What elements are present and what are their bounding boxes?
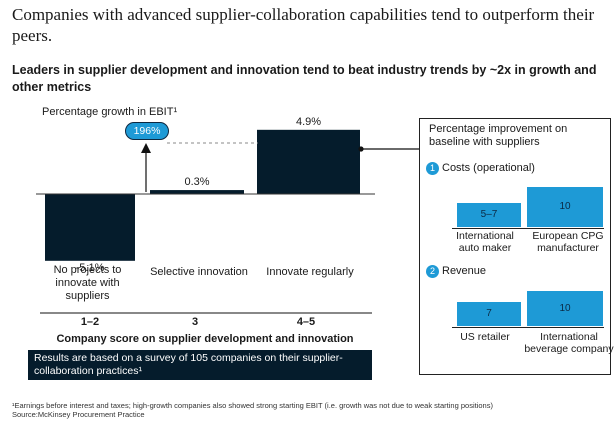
- improvement-panel: [419, 118, 611, 375]
- category-label-no-projects: No projects to innovate with suppliers: [53, 264, 122, 302]
- revenue-bar-label-2: 10: [559, 303, 571, 314]
- score-1-2: 1–2: [80, 316, 100, 328]
- revenue-bar-label-1: 7: [486, 307, 492, 319]
- subtitle: Leaders in supplier development and inno…: [12, 63, 597, 94]
- value-label-selective: 0.3%: [184, 176, 210, 189]
- score-3: 3: [191, 316, 199, 328]
- costs-baseline: [452, 228, 604, 229]
- section-2-number: 2: [426, 265, 439, 278]
- revenue-baseline: [452, 327, 604, 328]
- y-axis-label: Percentage growth in EBIT¹: [42, 106, 178, 118]
- score-4-5: 4–5: [296, 316, 316, 328]
- footnote-block: ¹Earnings before interest and taxes; hig…: [12, 401, 612, 419]
- bar-no-projects: [45, 194, 135, 261]
- revenue-cat-beverage: International beverage company: [524, 331, 614, 355]
- source: Source:McKinsey Procurement Practice: [12, 410, 145, 419]
- category-label-regular: Innovate regularly: [266, 266, 354, 278]
- callout-dot: [358, 146, 364, 152]
- revenue-bar-2: 10: [527, 291, 603, 326]
- costs-bar-1: 5–7: [457, 203, 521, 227]
- value-label-regular: 4.9%: [295, 115, 322, 128]
- x-axis-title: Company score on supplier development an…: [56, 333, 354, 345]
- costs-heading: Costs (operational): [442, 162, 535, 174]
- costs-bar-2: 10: [527, 187, 603, 227]
- revenue-bar-1: 7: [457, 301, 521, 326]
- section-1-number: 1: [426, 162, 439, 175]
- costs-bar-label-2: 10: [559, 201, 571, 212]
- footnote: ¹Earnings before interest and taxes; hig…: [12, 401, 493, 410]
- costs-cat-auto: International auto maker: [456, 230, 514, 254]
- panel-title: Percentage improvement on baseline with …: [429, 123, 568, 148]
- survey-note: Results are based on a survey of 105 com…: [28, 350, 372, 380]
- costs-bar-label-1: 5–7: [480, 209, 498, 220]
- revenue-cat-us: US retailer: [460, 331, 510, 343]
- costs-cat-cpg: European CPG manufacturer: [532, 230, 604, 254]
- revenue-heading: Revenue: [442, 265, 487, 277]
- value-label-no-projects: -5.1%: [75, 261, 105, 274]
- headline: Companies with advanced supplier-collabo…: [12, 5, 595, 45]
- category-label-selective: Selective innovation: [150, 266, 248, 278]
- growth-badge: 196%: [125, 122, 169, 140]
- annotation-arrow-head: [141, 143, 151, 153]
- bar-regular: [257, 129, 360, 194]
- bar-selective: [150, 190, 244, 194]
